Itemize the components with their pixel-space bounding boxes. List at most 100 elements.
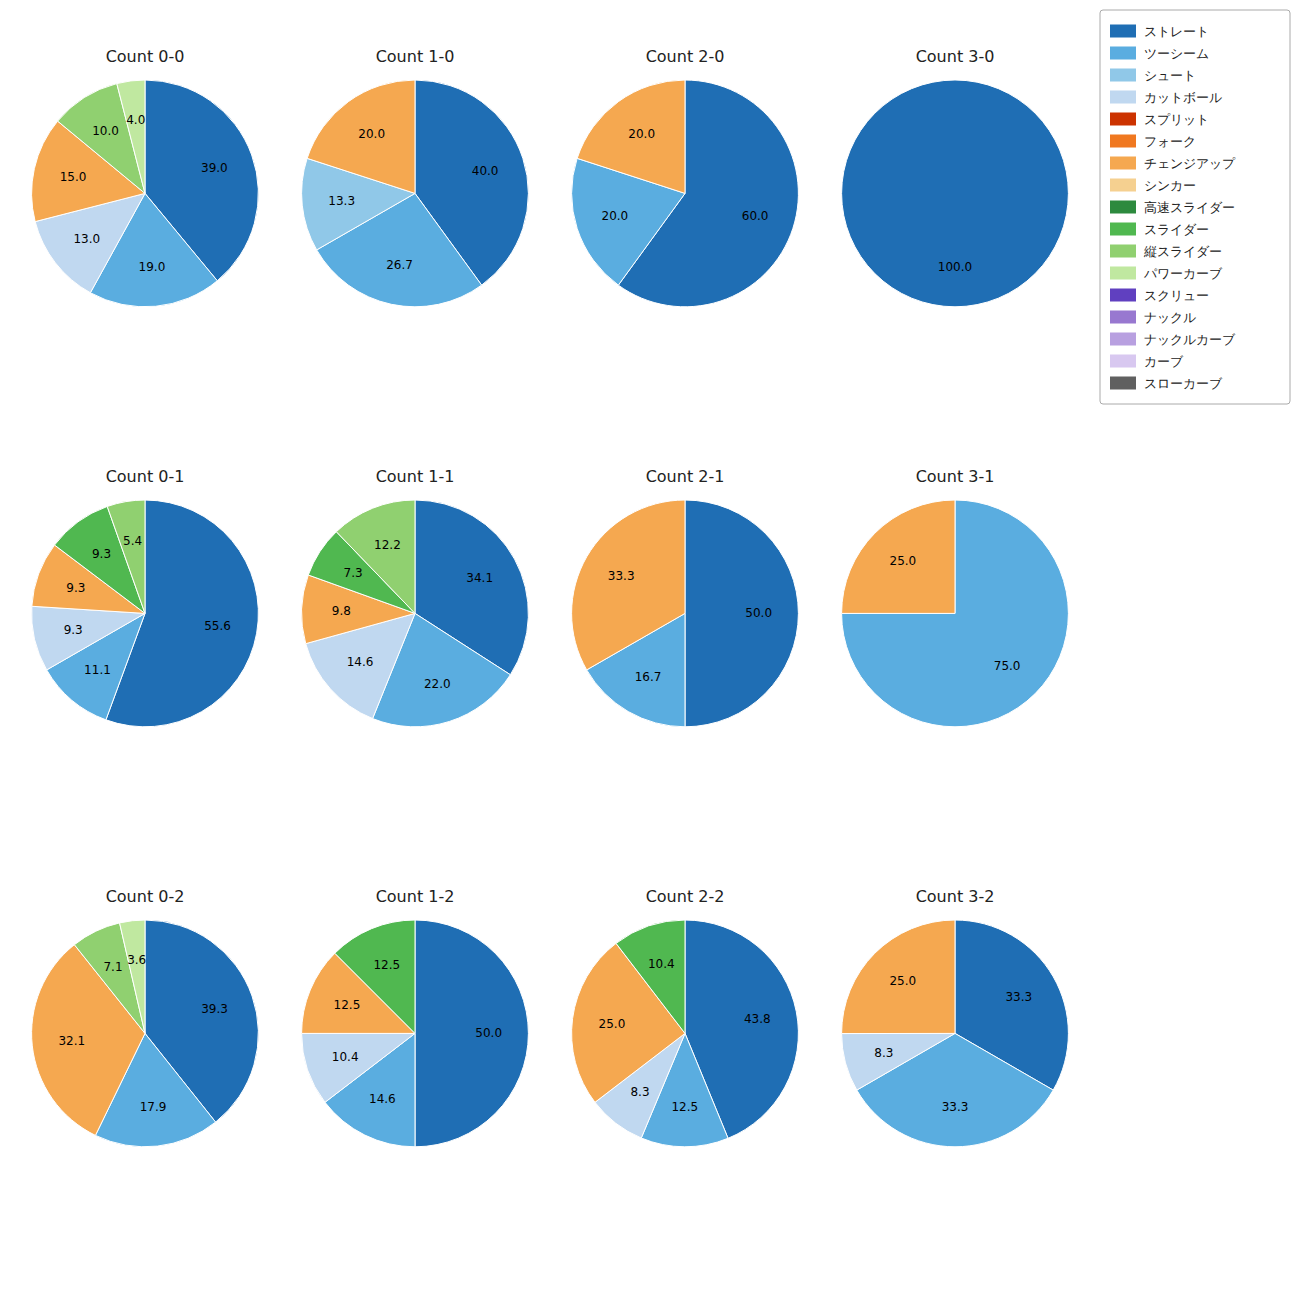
data-label: 75.0 bbox=[994, 659, 1021, 673]
slices bbox=[32, 500, 259, 727]
data-label: 55.6 bbox=[204, 619, 231, 633]
pie-slice bbox=[616, 920, 685, 1033]
data-labels: 40.026.713.320.0 bbox=[328, 127, 498, 273]
chart-title: Count 0-0 bbox=[106, 47, 185, 66]
legend-item: フォーク bbox=[1110, 134, 1196, 149]
data-label: 25.0 bbox=[889, 974, 916, 988]
legend-swatch bbox=[1110, 91, 1136, 104]
data-label: 14.6 bbox=[347, 655, 374, 669]
legend-swatch bbox=[1110, 201, 1136, 214]
pie-chart: Count 1-250.014.610.412.512.5 bbox=[302, 887, 529, 1147]
legend-item: ナックル bbox=[1110, 310, 1196, 325]
chart-title: Count 3-2 bbox=[916, 887, 995, 906]
legend-label: ナックルカーブ bbox=[1144, 332, 1236, 347]
chart-title: Count 0-2 bbox=[106, 887, 185, 906]
data-label: 8.3 bbox=[874, 1046, 893, 1060]
legend-item: パワーカーブ bbox=[1110, 266, 1223, 281]
legend-item: スプリット bbox=[1110, 112, 1209, 127]
chart-root: Count 0-039.019.013.015.010.04.0Count 1-… bbox=[0, 0, 1300, 1300]
pie-chart: Count 3-175.025.0 bbox=[842, 467, 1069, 727]
legend-item: チェンジアップ bbox=[1110, 156, 1236, 171]
pie-slice bbox=[572, 500, 685, 670]
legend-label: ストレート bbox=[1144, 24, 1209, 39]
data-label: 13.3 bbox=[328, 194, 355, 208]
legend-item: ナックルカーブ bbox=[1110, 332, 1236, 347]
pie-slice bbox=[307, 80, 415, 193]
legend-item: シュート bbox=[1110, 68, 1196, 83]
pie-chart: Count 2-150.016.733.3 bbox=[572, 467, 799, 727]
data-label: 20.0 bbox=[602, 209, 629, 223]
data-label: 26.7 bbox=[386, 258, 413, 272]
legend-label: パワーカーブ bbox=[1143, 266, 1223, 281]
legend-label: スクリュー bbox=[1144, 288, 1209, 303]
data-labels: 33.333.38.325.0 bbox=[874, 974, 1032, 1114]
slices bbox=[302, 80, 529, 307]
pie-slice bbox=[685, 500, 798, 727]
pie-chart: Count 1-134.122.014.69.87.312.2 bbox=[302, 467, 529, 727]
legend-item: シンカー bbox=[1110, 178, 1196, 193]
legend-swatch bbox=[1110, 333, 1136, 346]
legend-swatch bbox=[1110, 113, 1136, 126]
data-label: 3.6 bbox=[127, 953, 146, 967]
legend-item: カーブ bbox=[1110, 354, 1184, 369]
legend-item: スローカーブ bbox=[1110, 376, 1223, 391]
data-label: 14.6 bbox=[369, 1092, 396, 1106]
data-label: 12.5 bbox=[334, 998, 361, 1012]
pie-chart: Count 0-039.019.013.015.010.04.0 bbox=[32, 47, 259, 307]
data-labels: 34.122.014.69.87.312.2 bbox=[332, 538, 493, 691]
chart-title: Count 3-0 bbox=[916, 47, 995, 66]
data-label: 4.0 bbox=[126, 113, 145, 127]
legend-item: カットボール bbox=[1110, 90, 1222, 105]
chart-title: Count 2-2 bbox=[646, 887, 725, 906]
data-label: 9.3 bbox=[92, 547, 111, 561]
data-label: 9.3 bbox=[64, 623, 83, 637]
legend-label: シュート bbox=[1144, 68, 1196, 83]
chart-title: Count 0-1 bbox=[106, 467, 185, 486]
pie-slice bbox=[120, 920, 145, 1033]
legend-label: チェンジアップ bbox=[1144, 156, 1236, 171]
pie-slice bbox=[117, 80, 145, 193]
legend-swatch bbox=[1110, 135, 1136, 148]
legend-item: スライダー bbox=[1110, 222, 1209, 237]
data-label: 12.5 bbox=[373, 958, 400, 972]
slices bbox=[572, 80, 799, 307]
legend-swatch bbox=[1110, 223, 1136, 236]
data-label: 33.3 bbox=[608, 569, 635, 583]
legend-label: フォーク bbox=[1144, 134, 1196, 149]
legend-label: シンカー bbox=[1144, 178, 1196, 193]
pie-slice bbox=[842, 500, 1069, 727]
chart-title: Count 2-1 bbox=[646, 467, 725, 486]
pie-slice bbox=[336, 500, 415, 613]
pie-chart: Count 0-155.611.19.39.39.35.4 bbox=[32, 467, 259, 727]
slices bbox=[842, 80, 1069, 307]
data-label: 12.5 bbox=[671, 1100, 698, 1114]
legend-item: ストレート bbox=[1110, 24, 1209, 39]
data-labels: 50.014.610.412.512.5 bbox=[332, 958, 502, 1106]
legend-swatch bbox=[1110, 289, 1136, 302]
chart-title: Count 1-2 bbox=[376, 887, 455, 906]
data-label: 34.1 bbox=[466, 571, 493, 585]
pie-slice bbox=[302, 1033, 415, 1102]
data-label: 20.0 bbox=[628, 127, 655, 141]
legend-label: 高速スライダー bbox=[1144, 200, 1235, 215]
data-label: 13.0 bbox=[73, 232, 100, 246]
legend-swatch bbox=[1110, 377, 1136, 390]
data-label: 7.1 bbox=[103, 960, 122, 974]
legend-swatch bbox=[1110, 311, 1136, 324]
data-label: 10.4 bbox=[648, 957, 675, 971]
legend-label: ナックル bbox=[1144, 310, 1196, 325]
legend-label: カーブ bbox=[1144, 354, 1184, 369]
legend-label: ツーシーム bbox=[1144, 46, 1209, 61]
pie-slice bbox=[842, 500, 955, 613]
data-label: 11.1 bbox=[84, 663, 111, 677]
legend-item: 縦スライダー bbox=[1110, 244, 1222, 259]
data-label: 20.0 bbox=[358, 127, 385, 141]
pie-chart: Count 2-060.020.020.0 bbox=[572, 47, 799, 307]
legend-swatch bbox=[1110, 245, 1136, 258]
data-label: 7.3 bbox=[344, 566, 363, 580]
data-label: 39.0 bbox=[201, 161, 228, 175]
pie-chart: Count 1-040.026.713.320.0 bbox=[302, 47, 529, 307]
pie-slice bbox=[857, 1033, 1053, 1146]
pie-slice bbox=[415, 920, 528, 1147]
slices bbox=[302, 500, 529, 727]
